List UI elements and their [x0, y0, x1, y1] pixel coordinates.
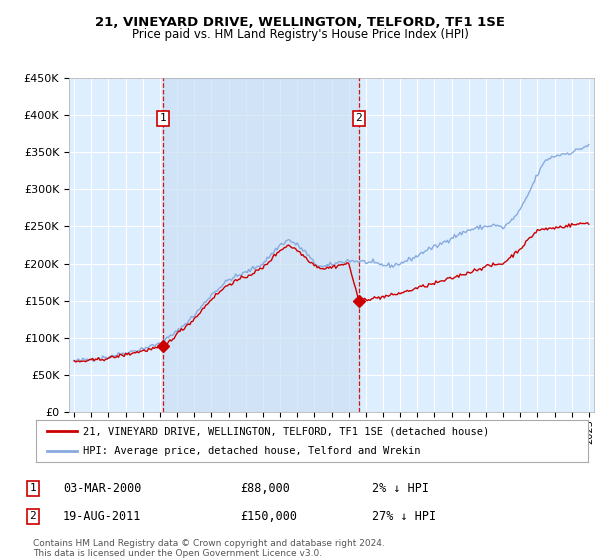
Text: 21, VINEYARD DRIVE, WELLINGTON, TELFORD, TF1 1SE: 21, VINEYARD DRIVE, WELLINGTON, TELFORD,… — [95, 16, 505, 29]
Bar — [163, 78, 359, 412]
Text: 27% ↓ HPI: 27% ↓ HPI — [372, 510, 436, 523]
Text: £150,000: £150,000 — [240, 510, 297, 523]
Text: 2: 2 — [29, 511, 37, 521]
Text: 2% ↓ HPI: 2% ↓ HPI — [372, 482, 429, 495]
Text: 1: 1 — [160, 113, 166, 123]
Text: 2: 2 — [355, 113, 362, 123]
Text: 03-MAR-2000: 03-MAR-2000 — [63, 482, 142, 495]
Text: Price paid vs. HM Land Registry's House Price Index (HPI): Price paid vs. HM Land Registry's House … — [131, 28, 469, 41]
Text: Contains HM Land Registry data © Crown copyright and database right 2024.: Contains HM Land Registry data © Crown c… — [33, 539, 385, 548]
Text: £88,000: £88,000 — [240, 482, 290, 495]
Text: HPI: Average price, detached house, Telford and Wrekin: HPI: Average price, detached house, Telf… — [83, 446, 421, 456]
Text: 21, VINEYARD DRIVE, WELLINGTON, TELFORD, TF1 1SE (detached house): 21, VINEYARD DRIVE, WELLINGTON, TELFORD,… — [83, 426, 489, 436]
Text: 19-AUG-2011: 19-AUG-2011 — [63, 510, 142, 523]
Text: This data is licensed under the Open Government Licence v3.0.: This data is licensed under the Open Gov… — [33, 549, 322, 558]
Text: 1: 1 — [29, 483, 37, 493]
